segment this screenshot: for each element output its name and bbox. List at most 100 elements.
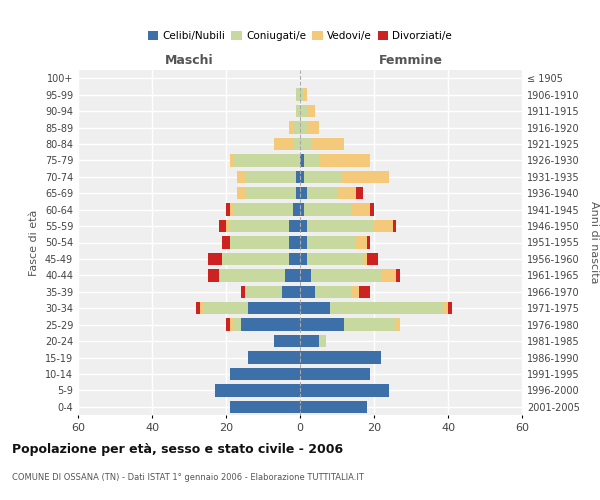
Bar	[241, 318, 300, 331]
Bar	[300, 286, 315, 298]
Bar	[233, 154, 300, 166]
Bar	[222, 253, 289, 265]
Bar	[300, 368, 370, 380]
Bar	[233, 318, 241, 331]
Bar	[200, 302, 204, 314]
Bar	[300, 204, 304, 216]
Bar	[293, 138, 300, 150]
Bar	[289, 236, 300, 248]
Bar	[230, 236, 289, 248]
Bar	[300, 335, 319, 347]
Bar	[352, 204, 370, 216]
Text: Maschi: Maschi	[164, 54, 214, 66]
Bar	[363, 253, 367, 265]
Bar	[341, 170, 389, 183]
Bar	[304, 170, 341, 183]
Bar	[218, 269, 285, 281]
Y-axis label: Anni di nascita: Anni di nascita	[589, 201, 599, 284]
Bar	[355, 187, 363, 200]
Bar	[304, 88, 307, 101]
Bar	[315, 286, 352, 298]
Bar	[296, 88, 300, 101]
Bar	[300, 302, 329, 314]
Text: COMUNE DI OSSANA (TN) - Dati ISTAT 1° gennaio 2006 - Elaborazione TUTTITALIA.IT: COMUNE DI OSSANA (TN) - Dati ISTAT 1° ge…	[12, 472, 364, 482]
Bar	[396, 318, 400, 331]
Bar	[245, 187, 296, 200]
Bar	[196, 302, 200, 314]
Bar	[300, 187, 307, 200]
Bar	[311, 138, 344, 150]
Bar	[307, 253, 363, 265]
Bar	[319, 154, 370, 166]
Bar	[307, 187, 337, 200]
Bar	[296, 105, 300, 117]
Bar	[230, 318, 233, 331]
Bar	[296, 187, 300, 200]
Bar	[226, 204, 230, 216]
Bar	[281, 286, 300, 298]
Bar	[237, 187, 245, 200]
Text: Popolazione per età, sesso e stato civile - 2006: Popolazione per età, sesso e stato civil…	[12, 442, 343, 456]
Legend: Celibi/Nubili, Coniugati/e, Vedovi/e, Divorziati/e: Celibi/Nubili, Coniugati/e, Vedovi/e, Di…	[143, 27, 457, 45]
Bar	[444, 302, 448, 314]
Bar	[300, 318, 344, 331]
Bar	[374, 220, 392, 232]
Bar	[300, 170, 304, 183]
Bar	[230, 154, 233, 166]
Text: Femmine: Femmine	[379, 54, 443, 66]
Bar	[293, 122, 300, 134]
Bar	[230, 220, 289, 232]
Bar	[289, 122, 293, 134]
Bar	[300, 269, 311, 281]
Bar	[392, 220, 396, 232]
Bar	[222, 236, 230, 248]
Bar	[274, 138, 293, 150]
Bar	[307, 236, 355, 248]
Bar	[248, 302, 300, 314]
Bar	[448, 302, 452, 314]
Bar	[245, 170, 296, 183]
Bar	[230, 204, 233, 216]
Bar	[300, 253, 307, 265]
Bar	[233, 204, 293, 216]
Bar	[319, 335, 326, 347]
Bar	[208, 253, 223, 265]
Bar	[367, 253, 378, 265]
Y-axis label: Fasce di età: Fasce di età	[29, 210, 39, 276]
Bar	[293, 204, 300, 216]
Bar	[382, 269, 396, 281]
Bar	[359, 286, 370, 298]
Bar	[307, 122, 319, 134]
Bar	[204, 302, 248, 314]
Bar	[296, 170, 300, 183]
Bar	[289, 253, 300, 265]
Bar	[285, 269, 300, 281]
Bar	[289, 220, 300, 232]
Bar	[300, 384, 389, 396]
Bar	[300, 352, 382, 364]
Bar	[274, 335, 300, 347]
Bar	[355, 236, 367, 248]
Bar	[226, 318, 230, 331]
Bar	[300, 88, 304, 101]
Bar	[218, 220, 226, 232]
Bar	[241, 286, 245, 298]
Bar	[304, 154, 319, 166]
Bar	[311, 269, 382, 281]
Bar	[344, 318, 396, 331]
Bar	[370, 204, 374, 216]
Bar	[237, 170, 245, 183]
Bar	[367, 236, 370, 248]
Bar	[300, 236, 307, 248]
Bar	[304, 204, 352, 216]
Bar	[300, 400, 367, 413]
Bar	[215, 384, 300, 396]
Bar	[248, 352, 300, 364]
Bar	[329, 302, 444, 314]
Bar	[396, 269, 400, 281]
Bar	[230, 368, 300, 380]
Bar	[226, 220, 230, 232]
Bar	[300, 154, 304, 166]
Bar	[307, 220, 374, 232]
Bar	[300, 138, 311, 150]
